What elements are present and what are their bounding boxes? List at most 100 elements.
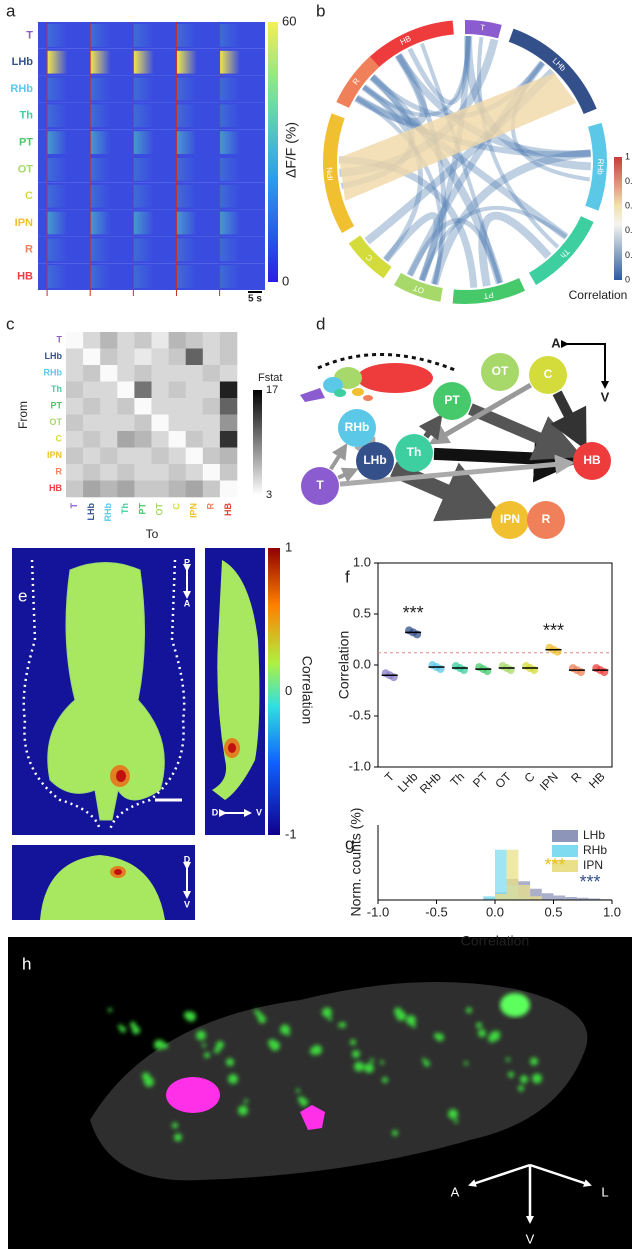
col-label: PT [137, 503, 147, 515]
speck [406, 1015, 416, 1026]
node-label: T [316, 478, 324, 492]
x-tick-label: T [382, 769, 398, 785]
row-label: OT [50, 417, 63, 427]
trace-stripe [219, 184, 241, 208]
colorbar-label: ΔF/F (%) [283, 122, 299, 178]
col-label: HB [223, 503, 233, 516]
trace-stripe [133, 211, 154, 235]
edge [468, 403, 583, 461]
speck [530, 1057, 538, 1066]
orientation-label: L [601, 1184, 608, 1199]
colorbar-tick-label: 60 [282, 13, 296, 28]
edge [329, 443, 348, 471]
node [481, 353, 519, 391]
row-label: T [57, 335, 63, 345]
heatmap-cell [168, 381, 186, 399]
heatmap-cell [134, 447, 152, 465]
trace-stripe [133, 104, 154, 128]
panel-label: b [316, 1, 325, 20]
heatmap-cell [117, 398, 135, 415]
trace-stripe [176, 77, 197, 101]
trace-stripe [47, 184, 68, 208]
speck [476, 1022, 482, 1029]
heatmap-cell [202, 348, 221, 366]
heatmap-cell [117, 480, 135, 498]
heatmap-cell [66, 431, 84, 448]
speck [382, 1077, 388, 1084]
x-tick-label: 0.0 [486, 904, 504, 919]
node [529, 356, 567, 394]
segment-label: IPN [325, 167, 335, 181]
trace-stripe [176, 211, 197, 235]
colorbar-label: Fstat [258, 372, 282, 384]
heatmap-cell [219, 414, 238, 432]
annotation: *** [403, 603, 424, 623]
speck [244, 1099, 248, 1104]
node [395, 434, 433, 472]
y-axis-label: From [16, 401, 30, 429]
fish-schematic [300, 353, 456, 402]
heatmap-cell [185, 414, 204, 432]
segment-label: HB [399, 34, 413, 47]
speck [214, 1047, 220, 1054]
trace-stripe [47, 104, 68, 128]
node-label: R [542, 512, 551, 526]
x-tick-label: OT [492, 769, 514, 791]
chord [362, 35, 471, 117]
chord [355, 96, 444, 285]
speck [392, 1129, 398, 1136]
orientation-label: V [256, 807, 262, 817]
heatmap-cell [117, 348, 135, 366]
heatmap-cell [168, 365, 186, 382]
heatmap-cell [151, 464, 169, 481]
speck [120, 1026, 126, 1033]
speck [520, 1075, 528, 1084]
chord [420, 42, 502, 284]
colorbar-tick-label: 3 [266, 489, 272, 501]
colorbar [268, 22, 278, 282]
histogram-bar [541, 893, 554, 900]
heatmap-cell [117, 464, 135, 481]
heatmap-cell [117, 332, 135, 349]
trace-stripe [90, 104, 111, 128]
y-axis-label: Correlation [336, 631, 352, 699]
trace-stripe [133, 131, 154, 154]
y-tick-label: 1.0 [353, 554, 371, 569]
row-label: LHb [45, 351, 63, 361]
speck [422, 1058, 426, 1063]
colorbar [268, 548, 280, 835]
trace-stripe [47, 158, 68, 181]
region-label: Th [20, 110, 34, 122]
heatmap-cell [134, 431, 152, 448]
speck [352, 1050, 360, 1059]
segment-label: C [364, 252, 375, 263]
annotation: *** [543, 620, 564, 640]
heatmap-cell [185, 381, 204, 399]
speck [154, 1039, 164, 1050]
speck [142, 1072, 150, 1081]
chord [430, 149, 591, 286]
dot [483, 667, 492, 676]
dot [413, 630, 422, 639]
y-axis-label: Norm. counts (%) [348, 808, 364, 917]
x-tick-label: 0.5 [544, 904, 562, 919]
row-label: IPN [47, 450, 62, 460]
x-tick-label: PT [470, 769, 491, 790]
histogram-bar [495, 894, 507, 900]
chord [396, 53, 447, 285]
speck [184, 1011, 192, 1020]
segment [348, 235, 392, 279]
trace-stripe [90, 158, 111, 181]
speck [508, 1071, 514, 1078]
segment [465, 20, 502, 39]
segment-label: RHb [596, 159, 606, 176]
speck [478, 1029, 486, 1038]
histogram-bar [553, 895, 566, 900]
axis-arrows [561, 340, 609, 389]
heatmap-cell [83, 398, 101, 415]
orientation-label: V [526, 1231, 535, 1246]
heatmap-cell [185, 447, 204, 465]
heatmap-cell [66, 398, 84, 415]
colorbar-tick-label: 0.4 [625, 225, 632, 235]
heatmap-cell [83, 447, 101, 465]
